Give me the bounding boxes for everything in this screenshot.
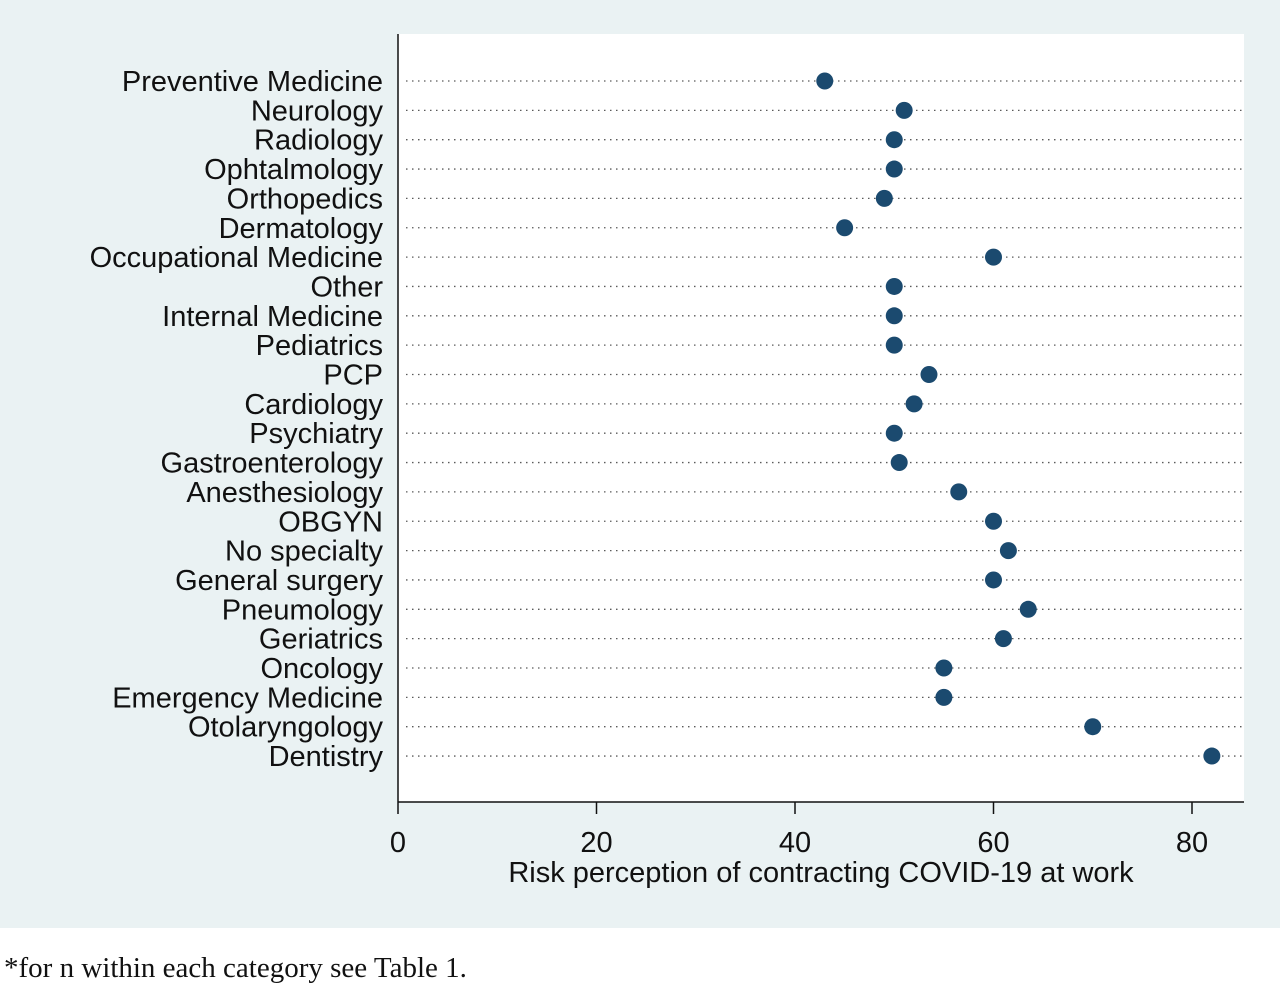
category-label: Oncology bbox=[260, 653, 383, 685]
category-label: OBGYN bbox=[278, 506, 383, 538]
category-label: Radiology bbox=[254, 125, 383, 157]
data-point bbox=[985, 512, 1002, 530]
category-label: Pediatrics bbox=[256, 330, 383, 362]
axes bbox=[397, 34, 1244, 803]
category-label: Internal Medicine bbox=[162, 301, 383, 333]
category-label: Gastroenterology bbox=[161, 448, 384, 480]
data-point bbox=[999, 542, 1017, 560]
category-label: Emergency Medicine bbox=[112, 682, 383, 714]
figure-panel: Preventive Medicine Neurology Radiology Oph… bbox=[0, 0, 1280, 928]
data-point bbox=[885, 160, 903, 178]
data-point bbox=[985, 571, 1002, 589]
data-point bbox=[1019, 600, 1037, 618]
data-point bbox=[836, 219, 854, 237]
x-tick-label: 40 bbox=[779, 827, 811, 859]
category-label: No specialty bbox=[225, 536, 383, 568]
category-label: Neurology bbox=[251, 95, 384, 127]
category-label: PCP bbox=[323, 360, 383, 392]
category-label: Other bbox=[310, 271, 383, 303]
x-tick-label: 80 bbox=[1176, 827, 1208, 859]
data-point bbox=[895, 101, 913, 119]
data-point bbox=[1084, 718, 1102, 736]
data-point bbox=[985, 248, 1002, 266]
category-label: Preventive Medicine bbox=[122, 66, 383, 98]
footnote: *for n within each category see Table 1. bbox=[4, 952, 467, 984]
category-label: Geriatrics bbox=[259, 624, 383, 656]
category-label: Psychiatry bbox=[249, 418, 383, 450]
x-tick-label: 20 bbox=[580, 827, 612, 859]
category-label: Otolaryngology bbox=[188, 712, 384, 744]
data-point bbox=[935, 659, 953, 677]
category-label: Cardiology bbox=[244, 389, 383, 421]
data-point bbox=[920, 366, 938, 383]
data-point bbox=[885, 277, 903, 295]
data-point bbox=[994, 630, 1012, 648]
category-label: Dermatology bbox=[219, 213, 384, 245]
x-tick-label: 60 bbox=[977, 827, 1009, 859]
data-point bbox=[885, 424, 903, 442]
data-point bbox=[885, 131, 903, 149]
guide-lines bbox=[406, 80, 1246, 757]
data-point bbox=[816, 72, 834, 90]
data-point bbox=[890, 454, 908, 472]
data-point bbox=[950, 483, 968, 501]
plot-area bbox=[398, 34, 1244, 802]
data-points bbox=[816, 72, 1221, 765]
category-label: General surgery bbox=[175, 565, 383, 597]
x-ticks: 0 20 40 60 80 bbox=[390, 802, 1208, 859]
category-label: Anesthesiology bbox=[186, 477, 383, 509]
data-point bbox=[885, 307, 903, 325]
category-labels: Preventive MedicineNeurologyRadiologyOph… bbox=[90, 66, 384, 773]
data-point bbox=[875, 189, 893, 207]
dot-plot-chart: Preventive MedicineNeurologyRadiologyOph… bbox=[90, 34, 1246, 889]
x-tick-label: 0 bbox=[390, 827, 406, 859]
category-label: Ophtalmology bbox=[204, 154, 383, 186]
category-label: Orthopedics bbox=[227, 183, 383, 215]
category-label: Dentistry bbox=[269, 741, 384, 773]
data-point bbox=[935, 688, 953, 706]
x-axis-title: Risk perception of contracting COVID-19 … bbox=[508, 857, 1134, 889]
category-label: Pneumology bbox=[222, 594, 384, 626]
category-label: Occupational Medicine bbox=[90, 242, 383, 274]
data-point bbox=[885, 336, 903, 354]
data-point bbox=[905, 395, 923, 413]
data-point bbox=[1203, 747, 1221, 765]
